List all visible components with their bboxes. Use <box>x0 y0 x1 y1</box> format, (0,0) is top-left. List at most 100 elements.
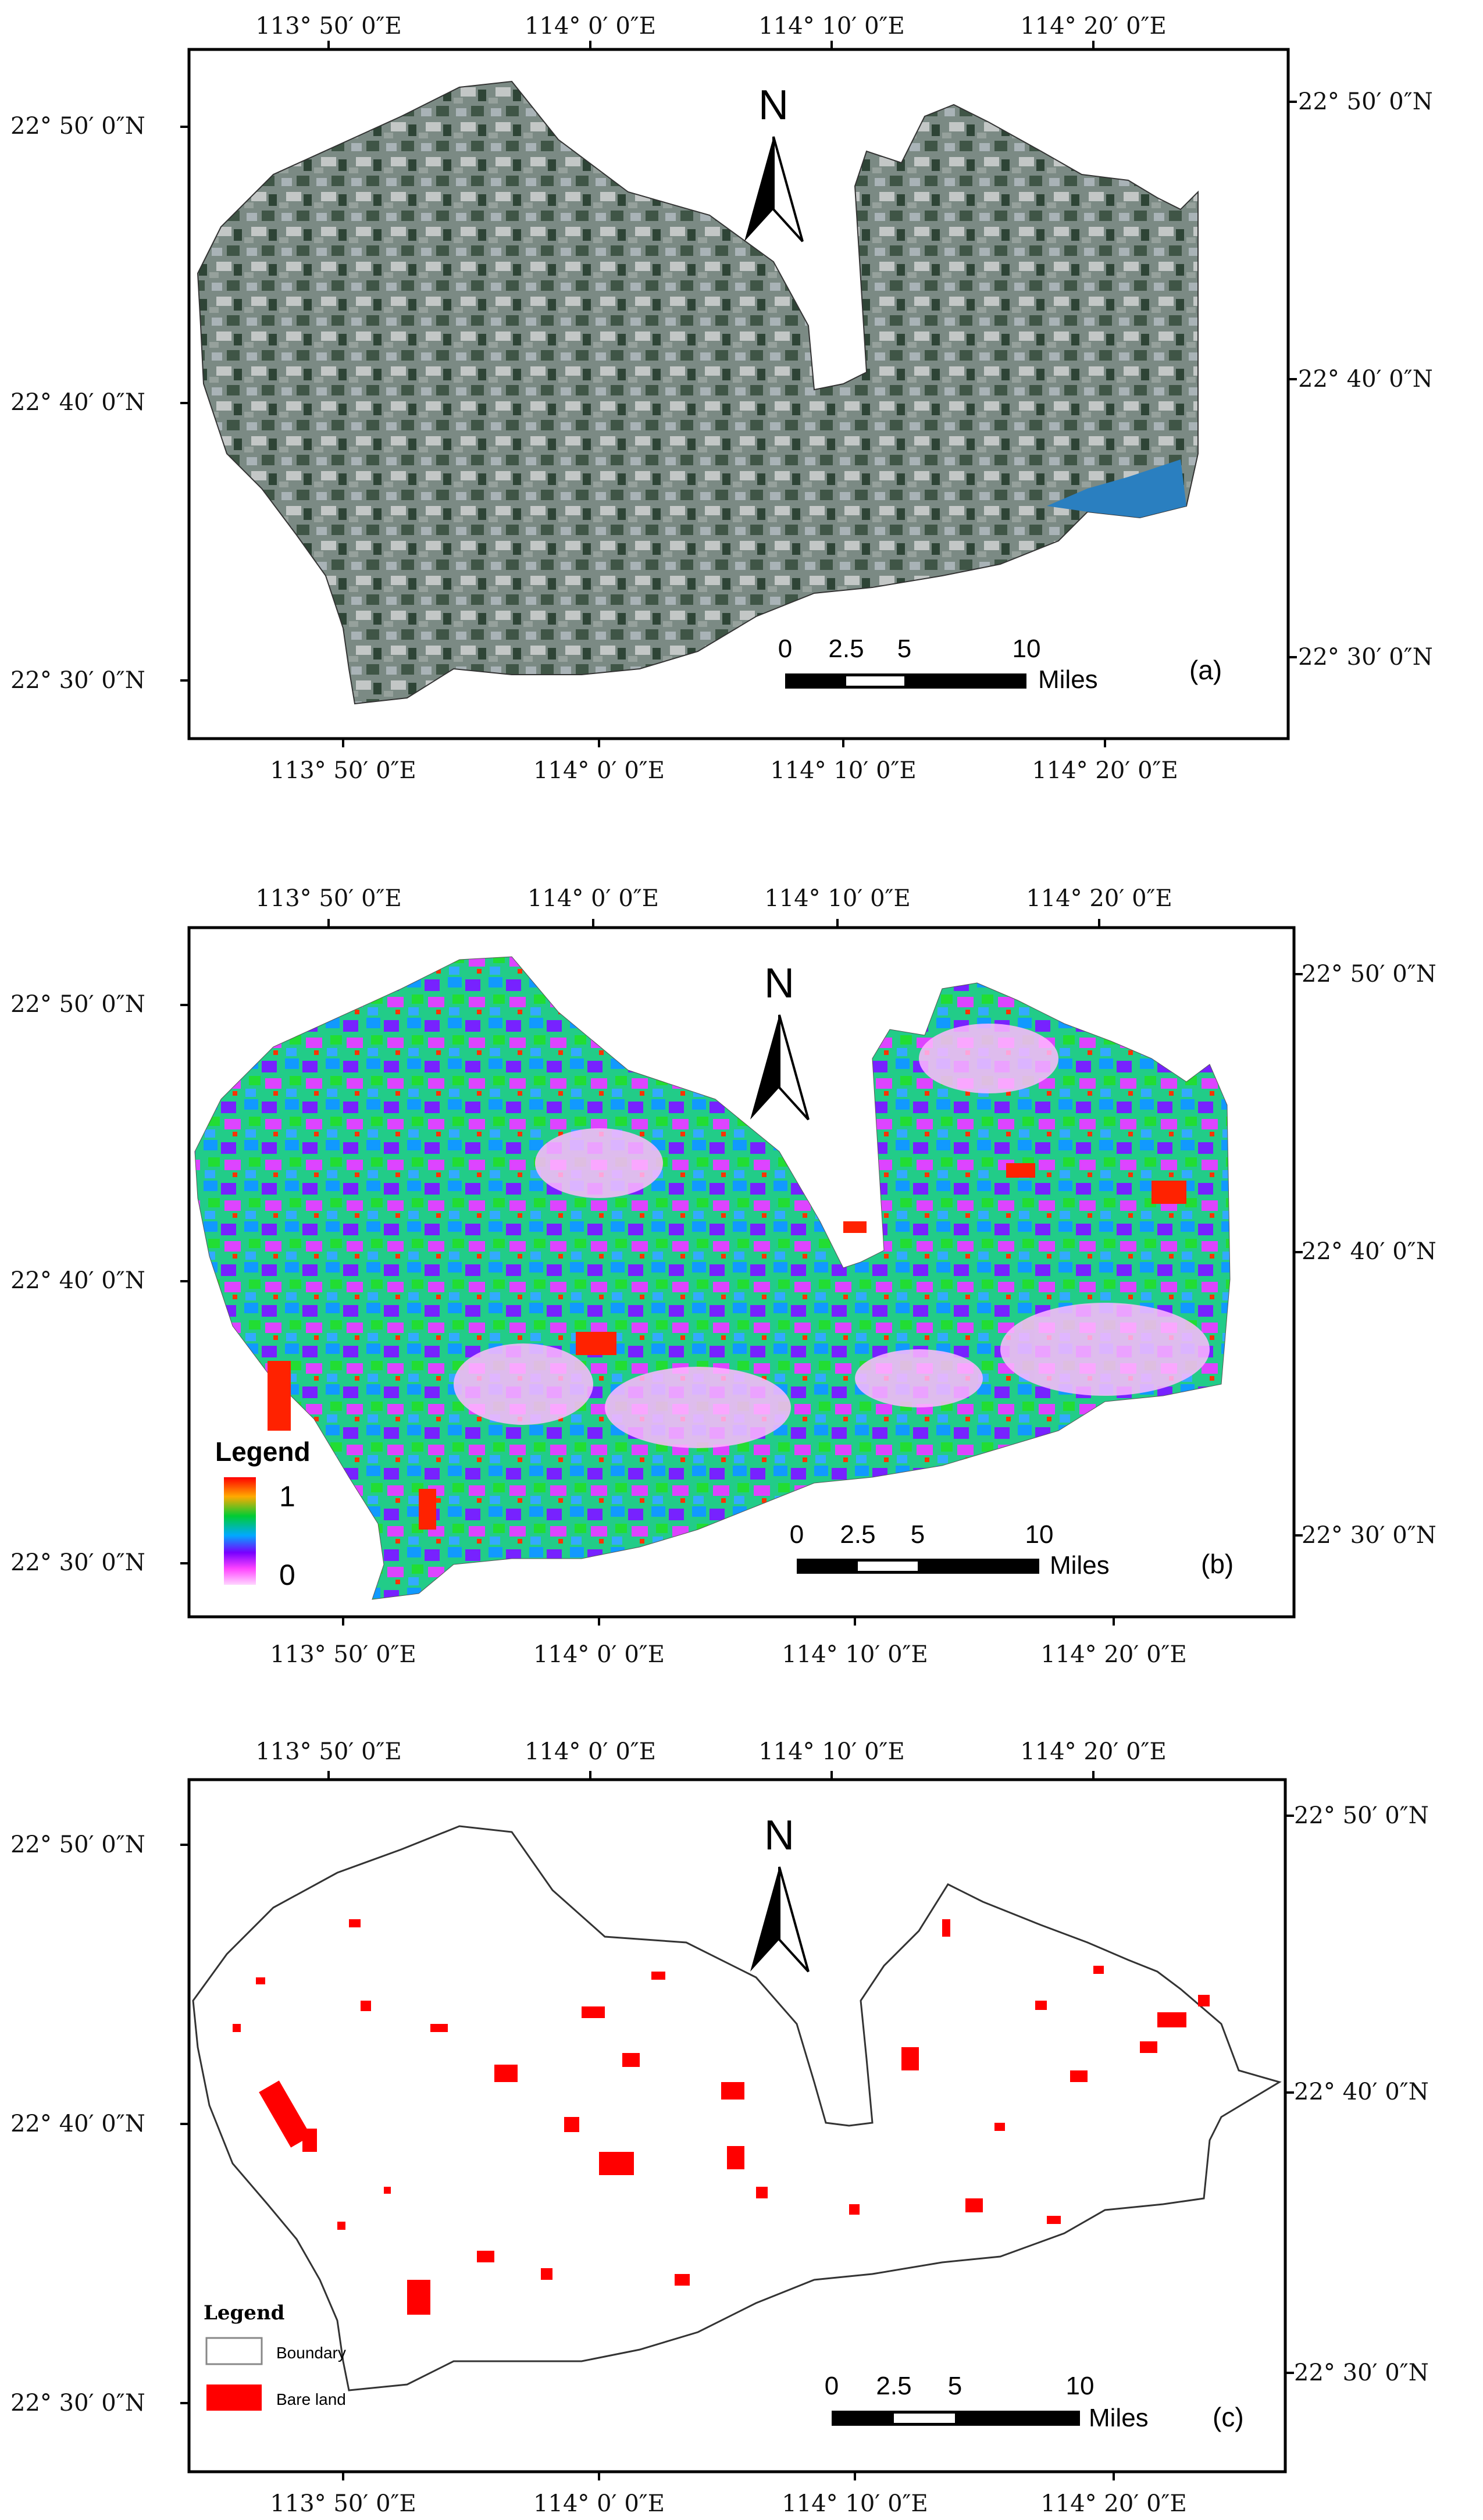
top-longitude-labels: 113° 50′ 0″E 114° 0′ 0″E 114° 10′ 0″E 11… <box>255 1738 1166 1765</box>
lon-label: 114° 0′ 0″E <box>533 2490 665 2517</box>
lon-label: 114° 10′ 0″E <box>758 1738 904 1765</box>
lat-label: 22° 30′ 0″N <box>1298 644 1433 671</box>
lon-label: 113° 50′ 0″E <box>255 1738 401 1765</box>
lon-label: 114° 20′ 0″E <box>1020 1738 1166 1765</box>
scale-bar: 0 2.5 5 10 Miles <box>778 635 1098 694</box>
scale-tick-label: 5 <box>911 1520 925 1549</box>
left-latitude-labels: 22° 50′ 0″N 22° 40′ 0″N 22° 30′ 0″N <box>10 991 145 1576</box>
scale-tick-label: 0 <box>825 2372 839 2400</box>
frame-ticks <box>180 919 1303 1626</box>
satellite-image-region <box>197 80 1199 705</box>
lon-label: 114° 10′ 0″E <box>764 885 910 912</box>
bottom-longitude-labels: 113° 50′ 0″E 114° 0′ 0″E 114° 10′ 0″E 11… <box>270 2490 1186 2517</box>
legend: Legend Boundary Bare land <box>204 2301 346 2411</box>
lat-label: 22° 30′ 0″N <box>1294 2359 1429 2386</box>
lat-label: 22° 50′ 0″N <box>10 1831 145 1858</box>
left-latitude-labels: 22° 50′ 0″N 22° 40′ 0″N 22° 30′ 0″N <box>10 113 145 694</box>
left-latitude-labels: 22° 50′ 0″N 22° 40′ 0″N 22° 30′ 0″N <box>10 1831 145 2416</box>
right-latitude-labels: 22° 50′ 0″N 22° 40′ 0″N 22° 30′ 0″N <box>1302 961 1436 1549</box>
panel-label: (b) <box>1201 1549 1234 1579</box>
lat-label: 22° 30′ 0″N <box>10 1549 145 1576</box>
study-area-boundary <box>192 1825 1282 2391</box>
lon-label: 114° 0′ 0″E <box>527 885 659 912</box>
low-value-zones <box>454 1024 1210 1448</box>
lat-label: 22° 50′ 0″N <box>10 113 145 140</box>
frame-ticks <box>180 41 1297 747</box>
north-arrow: N <box>744 82 804 243</box>
legend-swatch-boundary <box>205 2337 263 2365</box>
lon-label: 113° 50′ 0″E <box>270 757 416 784</box>
panel-label: (c) <box>1213 2402 1244 2432</box>
index-image-region <box>194 956 1231 1600</box>
scale-tick-label: 5 <box>897 635 911 663</box>
legend-swatch-bare-land <box>206 2384 262 2411</box>
scale-bar: 0 2.5 5 10 Miles <box>790 1520 1110 1580</box>
panel-a: 113° 50′ 0″E 114° 0′ 0″E 114° 10′ 0″E 11… <box>10 13 1433 784</box>
high-value-zones <box>268 1163 1186 1530</box>
legend: Legend 1 0 <box>215 1437 311 1591</box>
panel-c: 113° 50′ 0″E 114° 0′ 0″E 114° 10′ 0″E 11… <box>10 1738 1429 2517</box>
legend-item-label: Bare land <box>276 2390 346 2408</box>
bottom-longitude-labels: 113° 50′ 0″E 114° 0′ 0″E 114° 10′ 0″E 11… <box>270 1641 1186 1668</box>
scale-unit: Miles <box>1050 1551 1110 1580</box>
scale-tick-label: 10 <box>1025 1520 1054 1549</box>
lat-label: 22° 30′ 0″N <box>10 2390 145 2416</box>
legend-item-label: Boundary <box>276 2344 346 2362</box>
legend-max-label: 1 <box>279 1480 295 1513</box>
lon-label: 114° 10′ 0″E <box>782 2490 928 2517</box>
lon-label: 114° 20′ 0″E <box>1040 1641 1186 1668</box>
lon-label: 113° 50′ 0″E <box>270 2490 416 2517</box>
lat-label: 22° 50′ 0″N <box>1302 961 1436 988</box>
lon-label: 114° 20′ 0″E <box>1026 885 1172 912</box>
scale-tick-label: 2.5 <box>828 635 864 663</box>
lon-label: 114° 0′ 0″E <box>525 13 656 40</box>
right-latitude-labels: 22° 50′ 0″N 22° 40′ 0″N 22° 30′ 0″N <box>1298 88 1433 671</box>
lat-label: 22° 50′ 0″N <box>10 991 145 1018</box>
north-arrow: N <box>750 960 810 1121</box>
legend-color-ramp <box>224 1477 256 1585</box>
lat-label: 22° 30′ 0″N <box>1302 1522 1436 1549</box>
lon-label: 114° 10′ 0″E <box>782 1641 928 1668</box>
right-latitude-labels: 22° 50′ 0″N 22° 40′ 0″N 22° 30′ 0″N <box>1294 1802 1429 2386</box>
north-arrow: N <box>750 1812 810 1973</box>
bottom-longitude-labels: 113° 50′ 0″E 114° 0′ 0″E 114° 10′ 0″E 11… <box>270 757 1178 784</box>
lat-label: 22° 50′ 0″N <box>1298 88 1433 115</box>
scale-tick-label: 2.5 <box>840 1520 875 1549</box>
frame-ticks <box>180 1771 1294 2480</box>
lat-label: 22° 40′ 0″N <box>10 2111 145 2137</box>
north-label: N <box>764 1812 794 1859</box>
lat-label: 22° 40′ 0″N <box>10 1267 145 1294</box>
scale-tick-label: 10 <box>1066 2372 1095 2400</box>
top-longitude-labels: 113° 50′ 0″E 114° 0′ 0″E 114° 10′ 0″E 11… <box>255 885 1172 912</box>
lon-label: 114° 0′ 0″E <box>525 1738 656 1765</box>
panel-b: 113° 50′ 0″E 114° 0′ 0″E 114° 10′ 0″E 11… <box>10 885 1436 1668</box>
lon-label: 114° 20′ 0″E <box>1032 757 1178 784</box>
lon-label: 114° 0′ 0″E <box>533 1641 665 1668</box>
lon-label: 113° 50′ 0″E <box>255 13 401 40</box>
panel-label: (a) <box>1189 655 1222 685</box>
lon-label: 114° 20′ 0″E <box>1040 2490 1186 2517</box>
lat-label: 22° 50′ 0″N <box>1294 1802 1429 1829</box>
lon-label: 114° 10′ 0″E <box>770 757 916 784</box>
north-label: N <box>758 82 789 129</box>
lat-label: 22° 40′ 0″N <box>1298 366 1433 393</box>
lon-label: 114° 10′ 0″E <box>758 13 904 40</box>
legend-title: Legend <box>204 2301 284 2325</box>
scale-tick-label: 5 <box>948 2372 962 2400</box>
lat-label: 22° 40′ 0″N <box>1302 1238 1436 1265</box>
scale-tick-label: 2.5 <box>876 2372 911 2400</box>
legend-title: Legend <box>215 1437 311 1467</box>
lon-label: 113° 50′ 0″E <box>270 1641 416 1668</box>
scale-tick-label: 0 <box>778 635 792 663</box>
lat-label: 22° 30′ 0″N <box>10 667 145 694</box>
north-label: N <box>764 960 794 1007</box>
sea-area <box>1047 459 1186 518</box>
scale-tick-label: 0 <box>790 1520 804 1549</box>
scale-unit: Miles <box>1089 2404 1149 2432</box>
scale-tick-label: 10 <box>1013 635 1041 663</box>
legend-min-label: 0 <box>279 1559 295 1591</box>
lat-label: 22° 40′ 0″N <box>1294 2079 1429 2105</box>
lon-label: 113° 50′ 0″E <box>255 885 401 912</box>
lat-label: 22° 40′ 0″N <box>10 389 145 416</box>
